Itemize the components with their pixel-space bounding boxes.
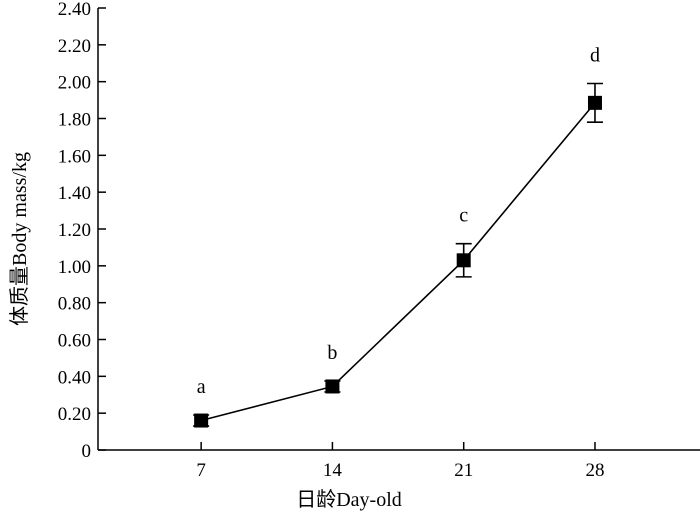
y-tick-label: 2.40	[58, 0, 91, 20]
significance-label: b	[327, 342, 337, 364]
y-tick-label: 0	[82, 441, 92, 462]
y-tick-label: 1.00	[58, 257, 91, 278]
y-tick-label: 0.40	[58, 367, 91, 388]
significance-label: c	[459, 205, 468, 227]
data-point	[194, 413, 209, 428]
series-line	[200, 102, 596, 422]
y-tick-label: 0.60	[58, 331, 91, 352]
x-tick-label: 7	[196, 460, 206, 481]
axes: 0 0.20 0.40 0.60 0.80 1.00 1.20 1.40 1.60 1.80 2.0…	[58, 0, 700, 481]
data-point	[587, 95, 602, 110]
y-tick-label: 0.20	[58, 404, 91, 425]
y-tick-label: 0.80	[58, 294, 91, 315]
y-tick-label: 2.00	[58, 73, 91, 94]
x-tick-label: 14	[323, 460, 343, 481]
significance-label: a	[197, 376, 206, 398]
y-tick-label: 2.20	[58, 36, 91, 57]
x-tick-label: 21	[454, 460, 473, 481]
y-tick-label: 1.20	[58, 220, 91, 241]
y-tick-label: 1.40	[58, 183, 91, 204]
y-tick-label: 1.60	[58, 146, 91, 167]
y-axis-title: 体质量Body mass/kg	[8, 152, 31, 326]
x-axis-title: 日龄Day-old	[296, 488, 402, 511]
y-tick-label: 1.80	[58, 110, 91, 131]
data-point	[325, 379, 340, 394]
data-point	[456, 253, 471, 268]
significance-label: d	[590, 45, 600, 67]
x-tick-label: 28	[585, 460, 604, 481]
plot-area: a b c d	[193, 45, 603, 428]
